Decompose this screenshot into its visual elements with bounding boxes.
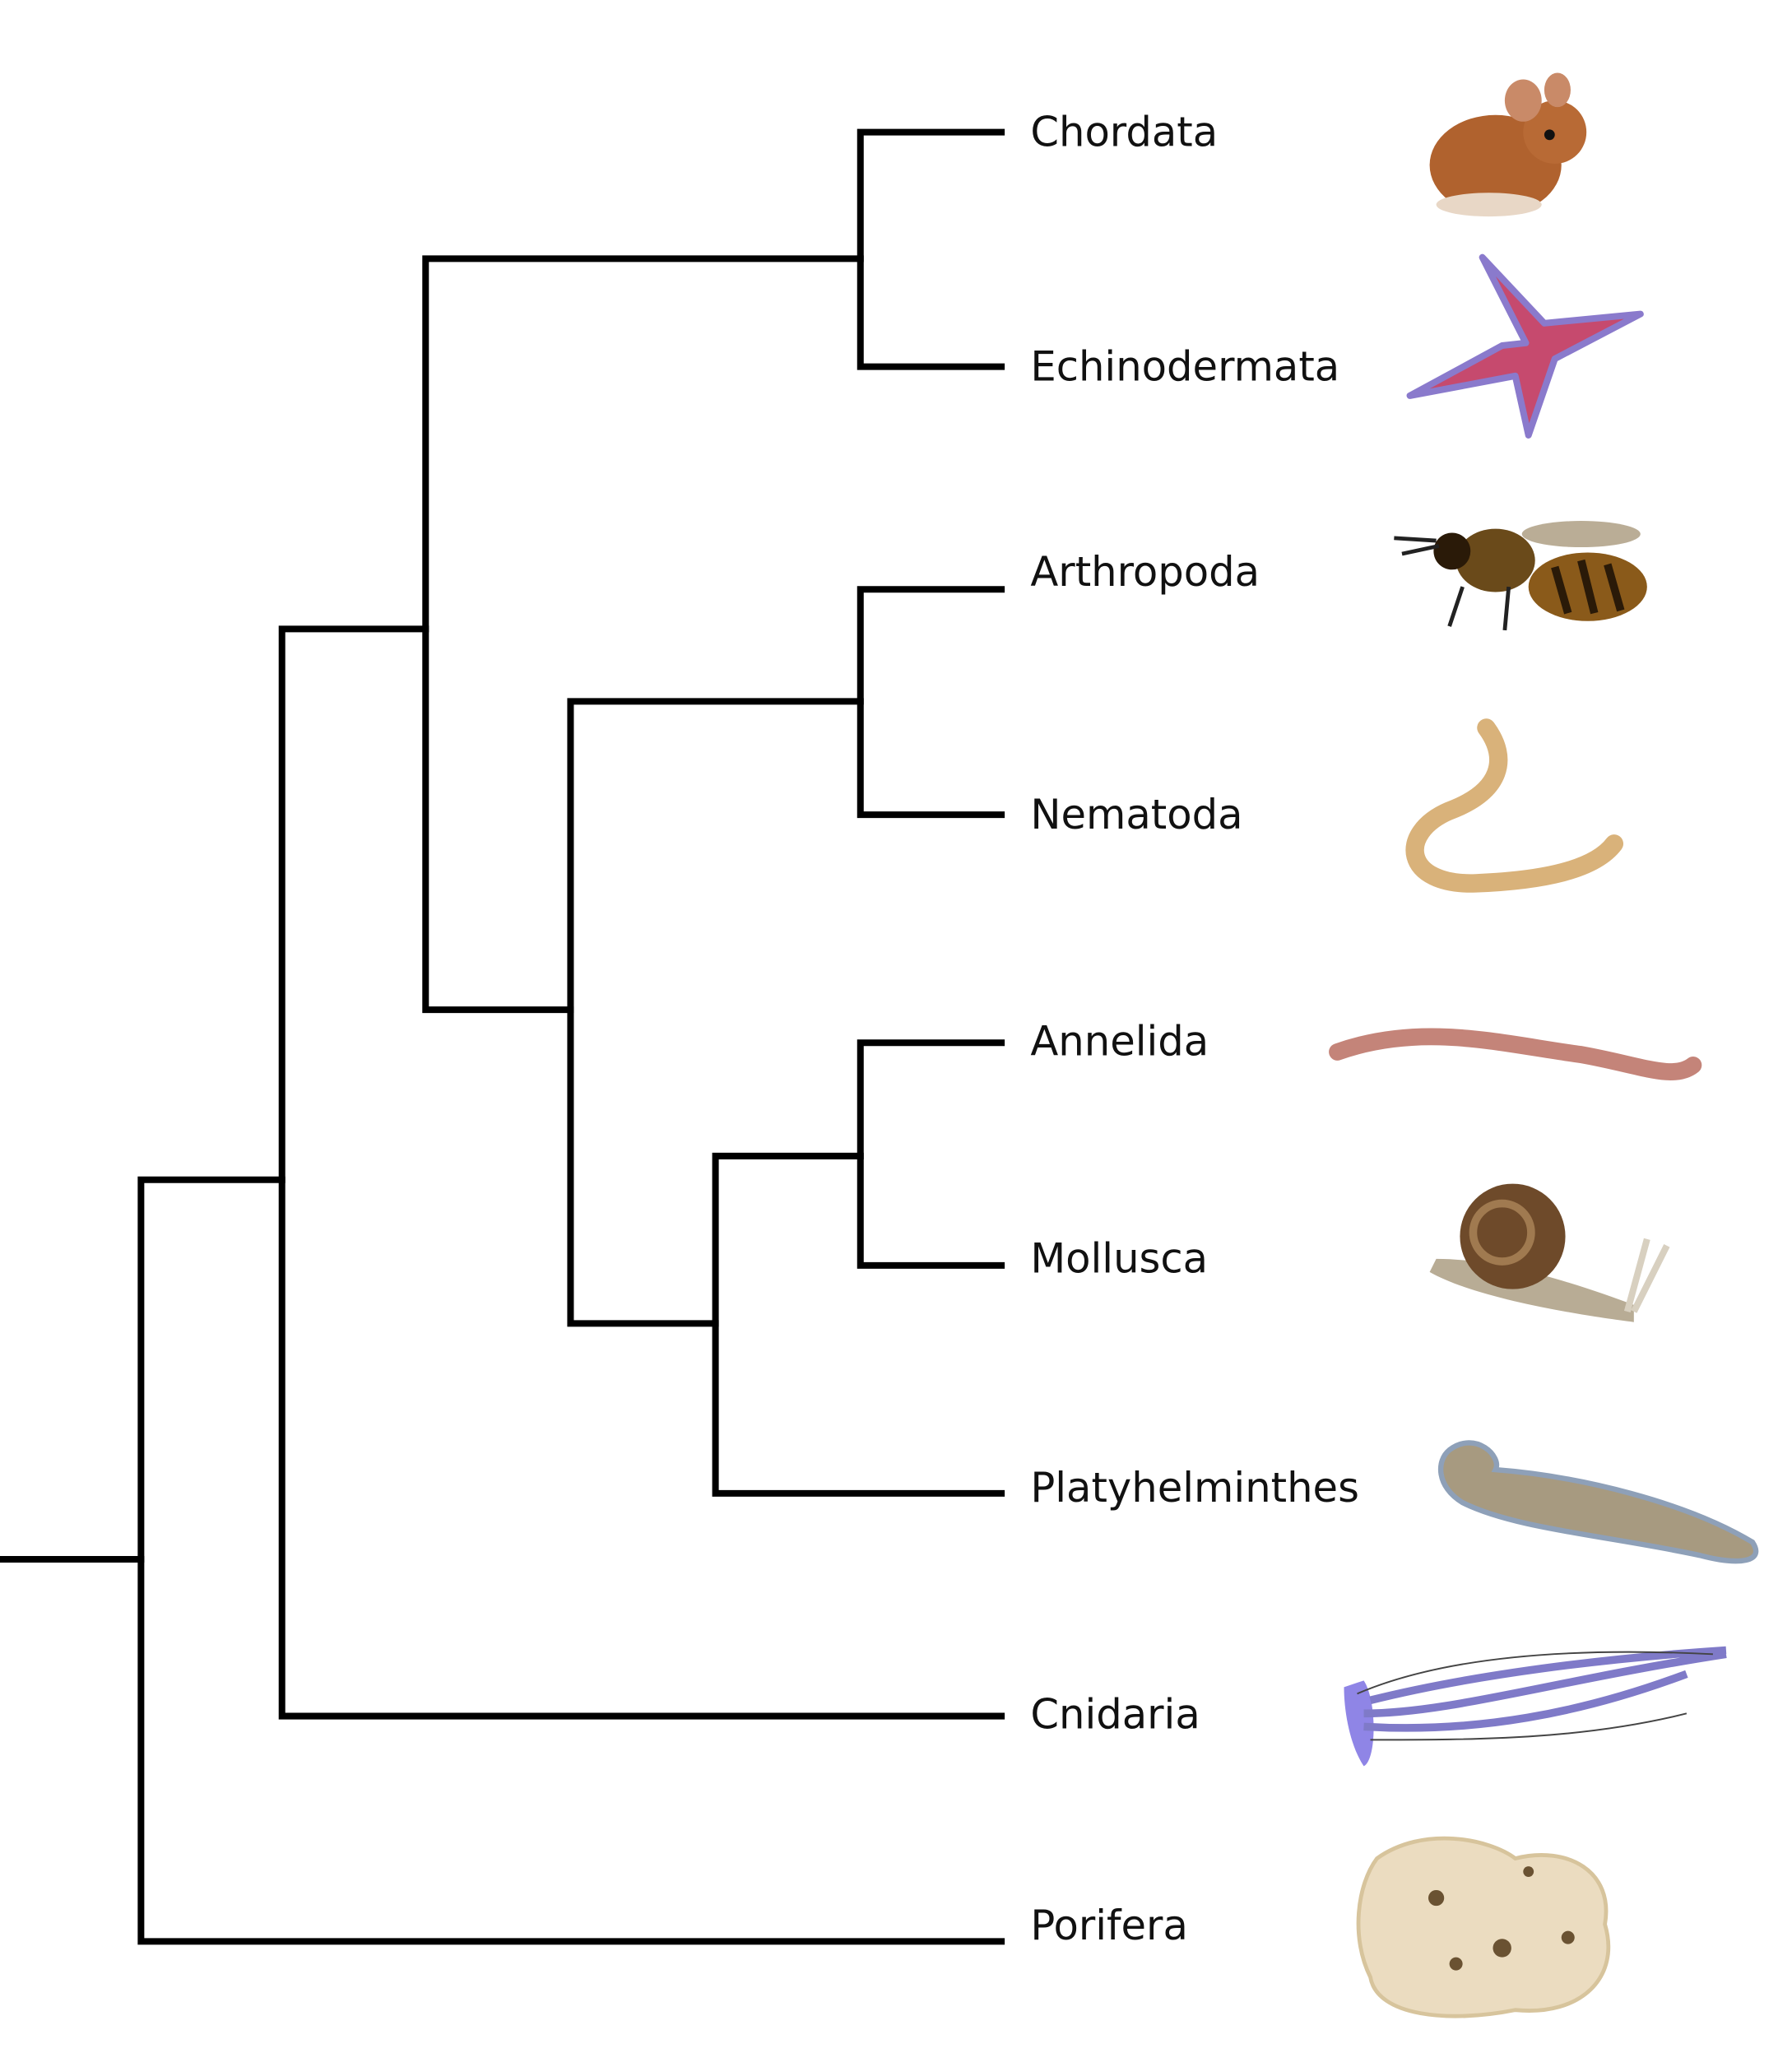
branch (422, 255, 864, 1014)
branch (857, 1039, 1005, 1269)
earthworm-icon (1329, 1028, 1702, 1080)
taxon-label: Echinodermata (1030, 342, 1339, 390)
starfish-icon (1406, 253, 1644, 439)
branch (857, 586, 1005, 819)
jellyfish-icon (1344, 1646, 1727, 1767)
branch (278, 625, 1005, 1720)
nematode-icon (1405, 718, 1624, 893)
taxon-labels: Chordata Echinodermata Arthropoda Nemato… (1030, 108, 1359, 1949)
taxon-label: Cnidaria (1030, 1691, 1200, 1739)
sponge-icon (1356, 1836, 1611, 2018)
flatworm-icon (1437, 1440, 1759, 1564)
taxon-label: Annelida (1030, 1017, 1209, 1065)
taxon-label: Arthropoda (1030, 548, 1260, 596)
taxon-label: Chordata (1030, 108, 1218, 156)
taxon-label: Platyhelminthes (1030, 1464, 1359, 1512)
tree-branches (0, 128, 1005, 1945)
taxon-label: Porifera (1030, 1902, 1188, 1949)
taxon-label: Mollusca (1030, 1235, 1208, 1283)
mouse-icon (1429, 72, 1587, 217)
snail-icon (1429, 1183, 1670, 1322)
bee-icon (1394, 521, 1647, 631)
taxon-label: Nematoda (1030, 791, 1242, 838)
branch (857, 128, 1005, 370)
animal-icons (1329, 72, 1759, 2018)
